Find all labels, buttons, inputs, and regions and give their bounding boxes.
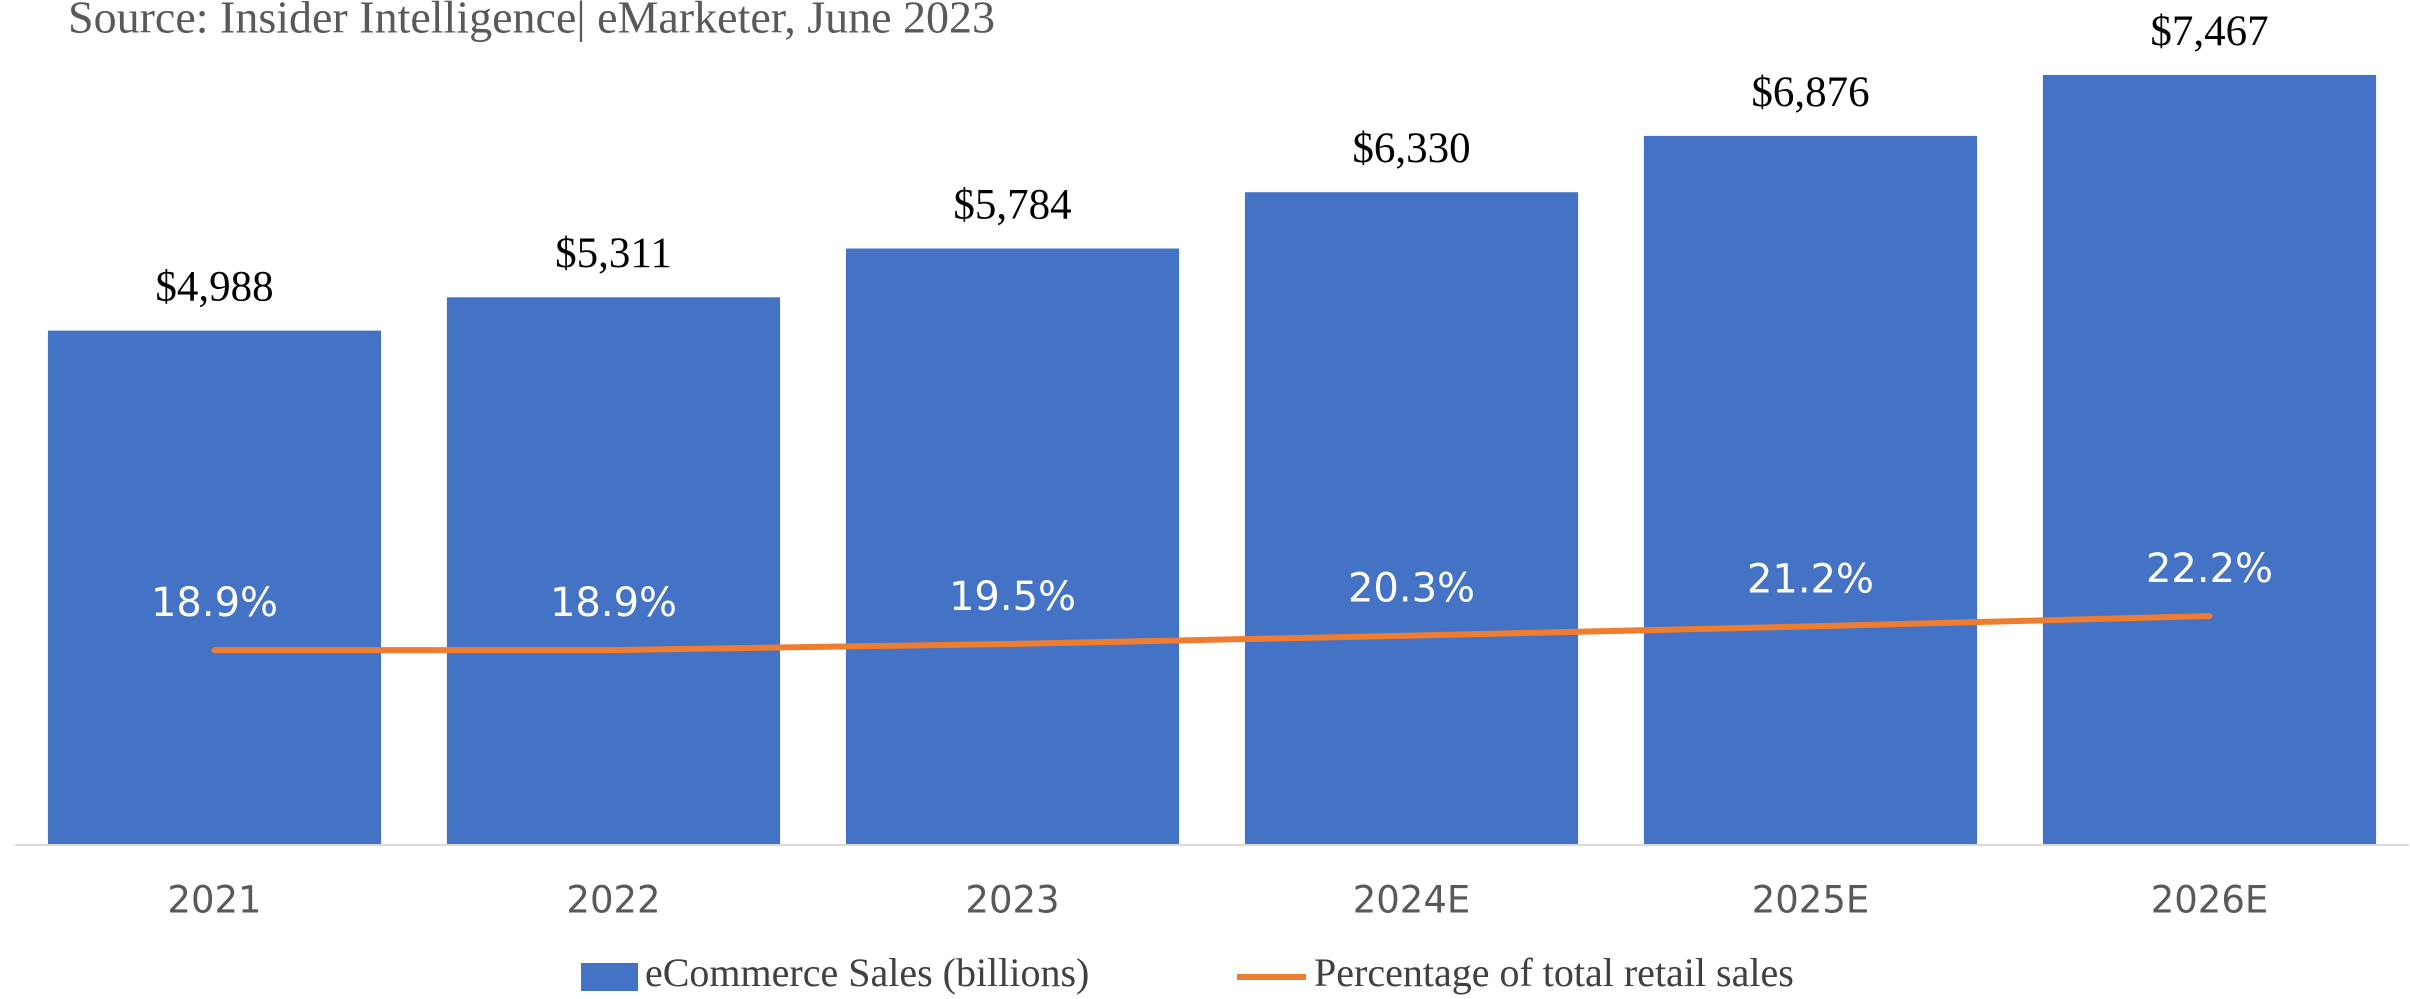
line-value-label: 18.9% xyxy=(550,580,677,626)
bar xyxy=(2042,74,2377,845)
x-tick-label: 2025E xyxy=(1752,879,1870,922)
bar xyxy=(1643,135,1978,846)
x-tick-label: 2021 xyxy=(167,879,261,922)
legend-label: eCommerce Sales (billions) xyxy=(645,950,1089,995)
x-tick-label: 2022 xyxy=(566,879,660,922)
line-value-label: 22.2% xyxy=(2146,546,2273,592)
x-tick-label: 2026E xyxy=(2151,879,2269,922)
bar xyxy=(845,248,1180,845)
bar-value-label: $4,988 xyxy=(155,263,273,310)
bar-value-label: $6,330 xyxy=(1352,125,1470,172)
bar xyxy=(1244,192,1579,845)
bar-value-label: $5,784 xyxy=(953,181,1071,228)
line xyxy=(211,613,2213,654)
bar-value-label: $7,467 xyxy=(2150,8,2268,55)
line-value-label: 18.9% xyxy=(151,580,278,626)
bar xyxy=(446,297,781,846)
subtitle: Source: Insider Intelligence| eMarketer,… xyxy=(68,0,995,43)
line-value-label: 20.3% xyxy=(1348,566,1475,612)
bar-value-label: $5,311 xyxy=(555,230,672,277)
legend-swatch xyxy=(581,963,638,991)
legend-label: Percentage of total retail sales xyxy=(1314,950,1794,995)
line-value-label: 19.5% xyxy=(949,574,1076,620)
x-tick-label: 2024E xyxy=(1353,879,1471,922)
line-value-label: 21.2% xyxy=(1747,556,1874,602)
bar xyxy=(47,330,382,845)
x-tick-label: 2023 xyxy=(965,879,1059,922)
bar-value-label: $6,876 xyxy=(1751,69,1869,116)
